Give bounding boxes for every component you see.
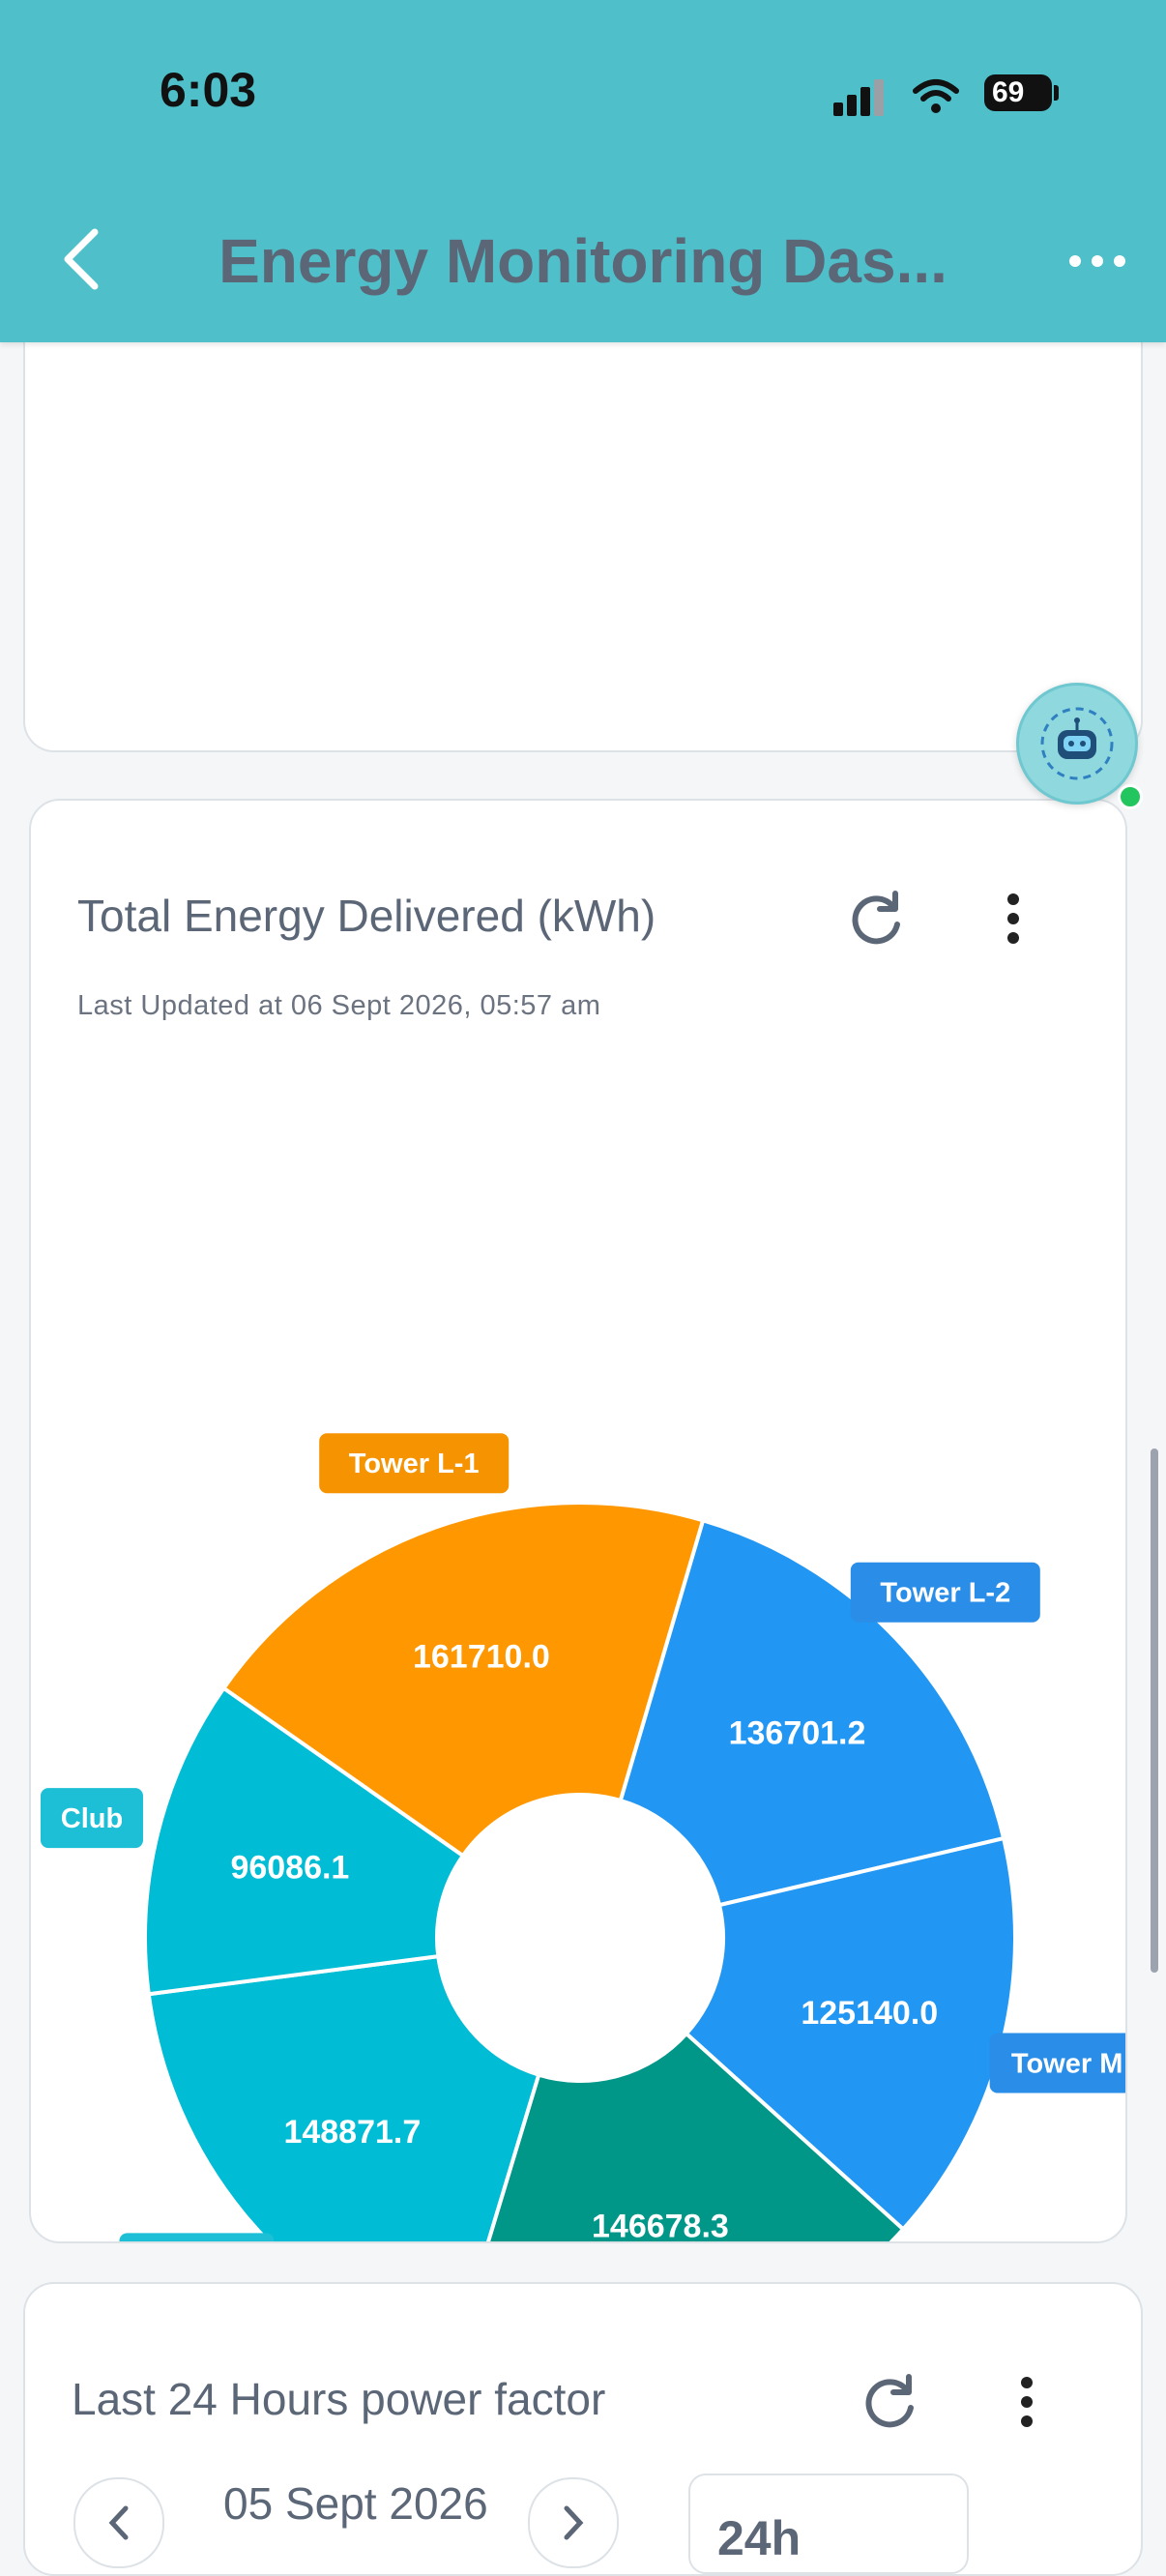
wifi-icon — [913, 79, 959, 113]
chart-slice-tower-l-1[interactable] — [220, 1501, 706, 1859]
slice-value-label: 96086.1 — [230, 1849, 349, 1886]
more-vertical-icon — [1021, 2377, 1033, 2427]
time-range-select[interactable]: 24h — [688, 2474, 969, 2574]
label-chip-text: Club — [61, 1803, 123, 1834]
more-options-button[interactable] — [1064, 232, 1131, 290]
chart-slice-tower-i[interactable] — [146, 1953, 541, 2241]
chevron-left-icon — [108, 2505, 129, 2540]
widget-card-previous — [23, 290, 1143, 752]
slice-value-label: 146678.3 — [592, 2209, 729, 2241]
chevron-left-icon — [64, 228, 99, 290]
slice-category-label: Tower M — [989, 2033, 1125, 2093]
refresh-button[interactable] — [859, 2371, 920, 2433]
robot-icon — [1040, 707, 1114, 780]
slice-value-label: 161710.0 — [413, 1638, 550, 1675]
app-header: 6:03 69 Energy Monitoring Das... — [0, 0, 1166, 342]
back-button[interactable] — [48, 220, 116, 298]
energy-chart-card: Total Energy Delivered (kWh) Last Update… — [29, 799, 1127, 2243]
chart-slice-tower-l-2[interactable] — [618, 1517, 1006, 1908]
label-chip — [119, 2233, 275, 2241]
last-updated-text: Last Updated at 06 Sept 2026, 05:57 am — [77, 990, 601, 1021]
card-title: Total Energy Delivered (kWh) — [77, 891, 656, 941]
card-menu-button[interactable] — [996, 2371, 1058, 2433]
previous-date-button[interactable] — [73, 2477, 164, 2568]
power-factor-card: Last 24 Hours power factor 05 Sept 2026 … — [23, 2282, 1143, 2576]
label-chip — [319, 1433, 510, 1494]
chevron-right-icon — [564, 2505, 584, 2540]
card-title: Last 24 Hours power factor — [72, 2374, 606, 2424]
label-chip-text: Tower L-2 — [880, 1578, 1010, 1609]
signal-icon — [833, 79, 884, 116]
label-chip — [850, 1562, 1040, 1623]
card-menu-button[interactable] — [982, 888, 1044, 950]
status-time: 6:03 — [160, 63, 257, 117]
label-chip-text: Tower M — [1011, 2048, 1122, 2079]
label-chip — [989, 2033, 1125, 2093]
refresh-icon — [852, 891, 900, 945]
more-vertical-icon — [1007, 893, 1019, 944]
slice-category-label: Club — [40, 1788, 143, 1849]
slice-category-label: Tower L-2 — [850, 1562, 1040, 1623]
slice-value-label: 125140.0 — [801, 1995, 938, 2032]
slice-category-label: Tower I — [119, 2233, 275, 2241]
slice-value-label: 136701.2 — [729, 1715, 866, 1752]
label-chip — [40, 1788, 143, 1849]
slice-category-label: Tower L-1 — [319, 1433, 510, 1494]
online-status-dot — [1118, 784, 1143, 809]
assistant-button[interactable] — [1016, 683, 1138, 805]
more-horizontal-icon — [1069, 255, 1125, 267]
slice-value-label: 148871.7 — [283, 2114, 421, 2151]
refresh-button[interactable] — [845, 888, 907, 950]
refresh-icon — [865, 2374, 914, 2428]
scrollbar[interactable] — [1151, 1449, 1158, 1973]
next-date-button[interactable] — [528, 2477, 619, 2568]
chart-slice-wtp[interactable] — [454, 2031, 906, 2241]
battery-icon: 69 — [984, 74, 1052, 111]
date-label: 05 Sept 2026 — [223, 2478, 488, 2529]
energy-donut-chart: 161710.0 Tower L-1 136701.2 Tower L-2 125140… — [40, 1433, 1125, 2241]
battery-cap — [1054, 85, 1059, 101]
status-icons: 69 — [830, 68, 1066, 126]
chart-slice-club[interactable] — [143, 1685, 466, 1997]
range-value: 24h — [717, 2511, 802, 2565]
chart-slice-tower-m[interactable] — [684, 1835, 1017, 2233]
page-title: Energy Monitoring Das... — [219, 226, 947, 296]
label-chip-text: Tower L-1 — [349, 1449, 480, 1479]
